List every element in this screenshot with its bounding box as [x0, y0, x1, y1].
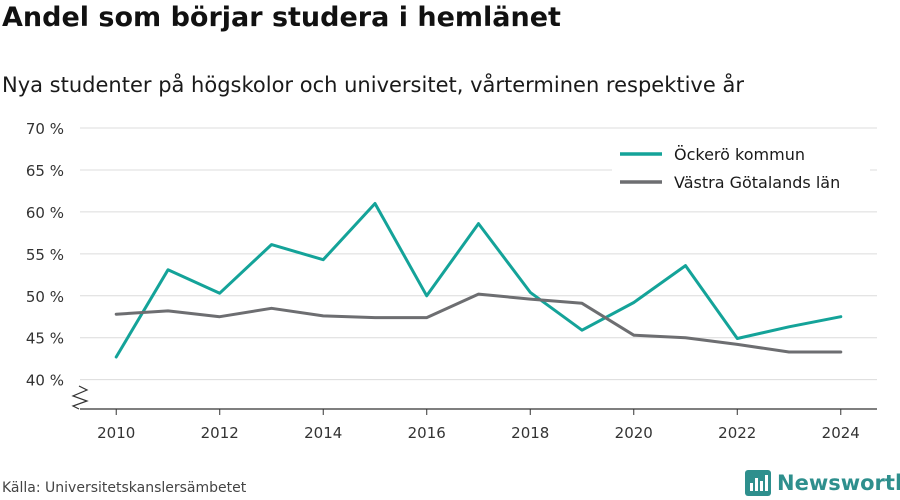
brand-logo: Newsworthy — [745, 470, 900, 496]
chart-title: Andel som börjar studera i hemlänet — [2, 2, 561, 33]
source-note: Källa: Universitetskanslersämbetet — [2, 480, 247, 496]
legend-background — [612, 138, 870, 204]
y-axis-break-icon — [71, 385, 89, 410]
x-tick-label: 2010 — [97, 424, 135, 442]
y-tick-label: 65 % — [26, 162, 64, 180]
legend-label: Västra Götalands län — [674, 173, 840, 192]
brand-label: Newsworthy — [777, 471, 900, 495]
y-tick-label: 45 % — [26, 330, 64, 348]
y-axis-ticks: 40 % 45 % 50 % 55 % 60 % 65 % 70 % — [26, 120, 89, 410]
legend-label: Öckerö kommun — [674, 145, 805, 164]
x-tick-label: 2024 — [822, 424, 860, 442]
series-line — [114, 202, 843, 359]
y-tick-label: 50 % — [26, 288, 64, 306]
series-line — [114, 292, 843, 354]
series-lines — [114, 202, 843, 359]
y-tick-label: 55 % — [26, 246, 64, 264]
y-tick-label: 40 % — [26, 372, 64, 390]
newsworthy-logo-icon — [745, 470, 771, 496]
x-axis: 2010 2012 2014 2016 2018 2020 2022 2024 — [80, 408, 877, 442]
y-tick-label: 60 % — [26, 204, 64, 222]
x-tick-label: 2012 — [201, 424, 239, 442]
x-tick-label: 2018 — [511, 424, 549, 442]
y-tick-label: 70 % — [26, 120, 64, 138]
chart-subtitle: Nya studenter på högskolor och universit… — [2, 73, 744, 97]
x-tick-label: 2020 — [615, 424, 653, 442]
x-tick-label: 2014 — [304, 424, 342, 442]
legend: Öckerö kommun Västra Götalands län — [612, 138, 870, 204]
x-tick-label: 2022 — [718, 424, 756, 442]
x-tick-label: 2016 — [408, 424, 446, 442]
